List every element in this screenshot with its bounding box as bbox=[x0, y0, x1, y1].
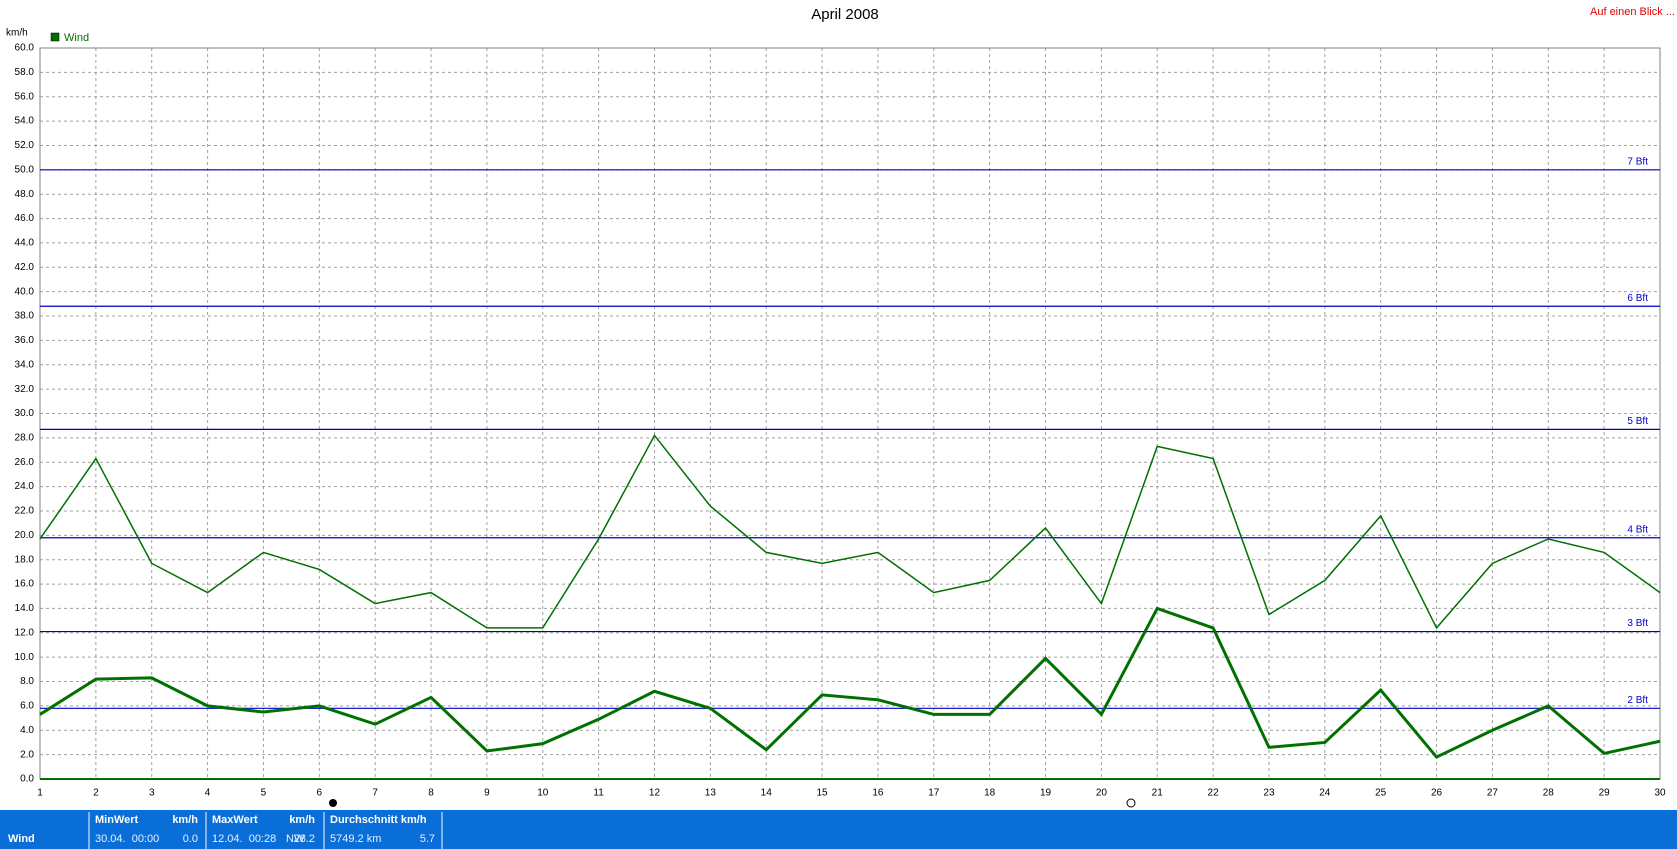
stat-title: MinWert bbox=[95, 814, 139, 826]
y-tick-label: 58.0 bbox=[15, 67, 35, 78]
stat-unit: km/h bbox=[289, 814, 315, 826]
chart-title: April 2008 bbox=[811, 6, 879, 23]
legend-label: Wind bbox=[64, 32, 89, 44]
y-tick-label: 8.0 bbox=[20, 676, 34, 687]
x-tick-label: 2 bbox=[93, 788, 99, 799]
x-tick-label: 30 bbox=[1654, 788, 1666, 799]
reference-label: 6 Bft bbox=[1627, 293, 1648, 304]
reference-label: 7 Bft bbox=[1627, 156, 1648, 167]
y-tick-label: 52.0 bbox=[15, 140, 35, 151]
chart: April 2008 km/h Auf einen Blick ... 0.0 2… bbox=[6, 6, 1675, 808]
x-tick-label: 7 bbox=[372, 788, 378, 799]
y-tick-label: 34.0 bbox=[15, 359, 35, 370]
x-tick-label: 23 bbox=[1263, 788, 1275, 799]
data-line bbox=[39, 606, 1661, 759]
legend-swatch bbox=[50, 32, 60, 42]
y-tick-label: 12.0 bbox=[15, 627, 35, 638]
y-tick-label: 10.0 bbox=[15, 652, 35, 663]
x-tick-label: 9 bbox=[484, 788, 490, 799]
y-tick-label: 42.0 bbox=[15, 262, 35, 273]
y-tick-label: 6.0 bbox=[20, 701, 34, 712]
y-tick-label: 54.0 bbox=[15, 116, 35, 127]
footer-cell: Wind bbox=[0, 812, 86, 849]
y-axis-label: km/h bbox=[6, 28, 28, 39]
x-tick-label: 1 bbox=[37, 788, 43, 799]
x-tick-label: 25 bbox=[1375, 788, 1387, 799]
footer-bar: Wind MinWert km/h 30.04. 00:00 0.0 MaxWe… bbox=[0, 810, 1677, 849]
y-tick-label: 2.0 bbox=[20, 749, 34, 760]
x-tick-label: 18 bbox=[984, 788, 996, 799]
x-tick-label: 27 bbox=[1487, 788, 1499, 799]
x-tick-label: 15 bbox=[817, 788, 829, 799]
y-tick-label: 4.0 bbox=[20, 725, 34, 736]
stat-value: 28.2 bbox=[293, 833, 315, 845]
y-tick-label: 38.0 bbox=[15, 311, 35, 322]
x-tick-label: 11 bbox=[593, 788, 604, 799]
y-tick-label: 32.0 bbox=[15, 384, 35, 395]
y-tick-label: 24.0 bbox=[15, 481, 35, 492]
y-tick-label: 36.0 bbox=[15, 335, 35, 346]
x-tick-label: 6 bbox=[317, 788, 323, 799]
y-tick-label: 0.0 bbox=[20, 774, 34, 785]
y-tick-label: 28.0 bbox=[15, 433, 35, 444]
y-tick-label: 20.0 bbox=[15, 530, 35, 541]
x-tick-label: 8 bbox=[428, 788, 434, 799]
y-tick-label: 60.0 bbox=[15, 43, 35, 54]
y-tick-label: 26.0 bbox=[15, 457, 35, 468]
footer-cell: MinWert km/h 30.04. 00:00 0.0 bbox=[88, 812, 204, 849]
x-tick-label: 14 bbox=[761, 788, 773, 799]
reference-label: 2 Bft bbox=[1627, 695, 1648, 706]
y-tick-label: 22.0 bbox=[15, 506, 35, 517]
stat-unit: km/h bbox=[172, 814, 198, 826]
x-tick-label: 22 bbox=[1208, 788, 1220, 799]
y-tick-label: 48.0 bbox=[15, 189, 35, 200]
y-tick-label: 16.0 bbox=[15, 579, 35, 590]
stat-when: 12.04. 00:28 bbox=[212, 833, 277, 845]
reference-label: 5 Bft bbox=[1627, 416, 1648, 427]
overview-link[interactable]: Auf einen Blick ... bbox=[1590, 6, 1675, 18]
x-tick-label: 17 bbox=[928, 788, 940, 799]
y-tick-label: 56.0 bbox=[15, 91, 35, 102]
x-tick-label: 12 bbox=[649, 788, 661, 799]
x-tick-label: 26 bbox=[1431, 788, 1443, 799]
y-tick-label: 14.0 bbox=[15, 603, 35, 614]
x-tick-label: 5 bbox=[261, 788, 267, 799]
x-tick-label: 29 bbox=[1599, 788, 1611, 799]
stat-title: Durchschnitt km/h bbox=[330, 814, 427, 826]
stat-value: 0.0 bbox=[182, 833, 198, 845]
x-tick-label: 20 bbox=[1096, 788, 1108, 799]
x-tick-label: 3 bbox=[149, 788, 155, 799]
y-tick-label: 30.0 bbox=[15, 408, 35, 419]
moon-icon bbox=[329, 799, 337, 807]
x-tick-label: 13 bbox=[705, 788, 717, 799]
footer-cell: MaxWert km/h 12.04. 00:28 NW 28.2 bbox=[205, 812, 321, 849]
y-tick-label: 40.0 bbox=[15, 286, 35, 297]
footer-label: Wind bbox=[8, 833, 35, 845]
y-tick-label: 44.0 bbox=[15, 238, 35, 249]
x-tick-label: 28 bbox=[1543, 788, 1555, 799]
stat-value: 5.7 bbox=[419, 833, 435, 845]
moon-icon bbox=[1126, 798, 1136, 808]
x-tick-label: 10 bbox=[537, 788, 549, 799]
x-tick-label: 16 bbox=[872, 788, 884, 799]
y-tick-label: 46.0 bbox=[15, 213, 35, 224]
x-tick-label: 4 bbox=[205, 788, 211, 799]
reference-label: 4 Bft bbox=[1627, 524, 1648, 535]
y-tick-label: 18.0 bbox=[15, 554, 35, 565]
y-tick-label: 50.0 bbox=[15, 164, 35, 175]
x-tick-label: 21 bbox=[1152, 788, 1164, 799]
x-tick-label: 19 bbox=[1040, 788, 1052, 799]
stat-title: MaxWert bbox=[212, 814, 258, 826]
reference-label: 3 Bft bbox=[1627, 618, 1648, 629]
x-tick-label: 24 bbox=[1319, 788, 1331, 799]
footer-cell: Durchschnitt km/h 5749.2 km 5.7 bbox=[323, 812, 443, 849]
data-line bbox=[39, 434, 1661, 630]
stat-when: 30.04. 00:00 bbox=[95, 833, 160, 845]
stat-dir: NW bbox=[286, 833, 305, 845]
stat-when: 5749.2 km bbox=[330, 833, 382, 845]
